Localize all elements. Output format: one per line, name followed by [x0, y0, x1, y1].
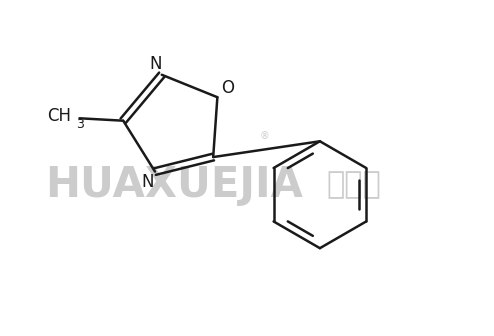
Text: CH: CH — [47, 107, 71, 125]
Text: 3: 3 — [77, 118, 84, 131]
Text: HUAXUEJIA: HUAXUEJIA — [45, 164, 303, 206]
Text: N: N — [150, 55, 162, 73]
Text: O: O — [222, 80, 235, 97]
Text: 化学加: 化学加 — [327, 170, 381, 200]
Text: ®: ® — [259, 131, 269, 141]
Text: N: N — [141, 173, 154, 191]
